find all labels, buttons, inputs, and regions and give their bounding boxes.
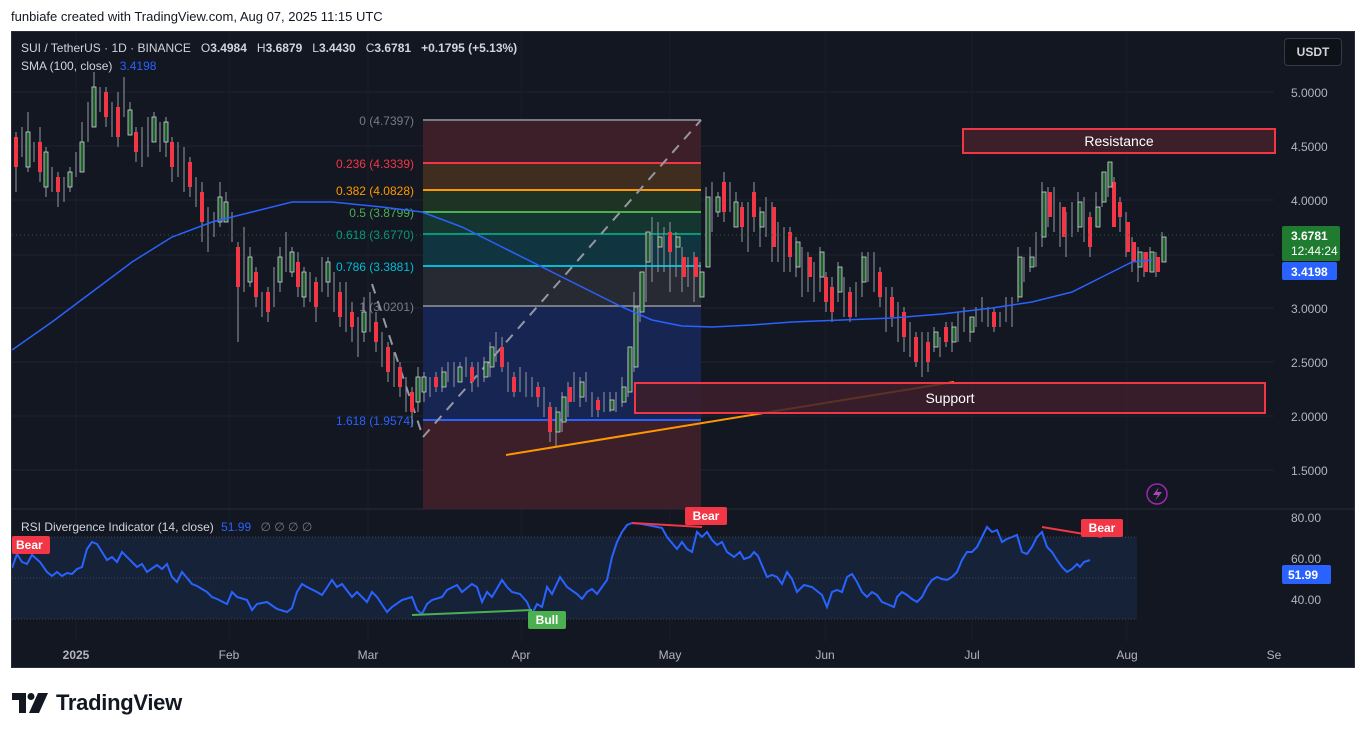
sma-line[interactable]: [12, 201, 1153, 351]
price-axis[interactable]: 5.0000 4.5000 4.0000 3.0000 2.5000 2.000…: [1291, 86, 1328, 478]
svg-text:60.00: 60.00: [1291, 552, 1321, 566]
lightning-icon[interactable]: [1146, 483, 1168, 505]
open-value: 3.4984: [210, 41, 247, 55]
fib-retracement[interactable]: 0 (4.7397) 0.236 (4.3339) 0.382 (4.0828)…: [336, 114, 702, 509]
candle-bodies: [14, 86, 1167, 433]
sma-price-badge: 3.4198: [1282, 262, 1337, 280]
fib-label-1: 1 (3.0201): [359, 300, 414, 314]
fib-label-05: 0.5 (3.8799): [349, 206, 414, 220]
svg-text:3.6781: 3.6781: [1291, 229, 1328, 243]
svg-text:Jun: Jun: [815, 648, 834, 662]
rsi-null-values: ∅ ∅ ∅ ∅: [260, 520, 313, 534]
svg-text:Bull: Bull: [536, 613, 559, 627]
price-tick: 2.0000: [1291, 410, 1328, 424]
bull-label: Bull: [528, 611, 566, 629]
symbol-legend: SUI / TetherUS · 1D · BINANCE O3.4984 H3…: [21, 41, 517, 73]
bear-divergence-line-1: [631, 522, 703, 528]
bear-label-1: Bear: [12, 536, 50, 554]
resistance-zone[interactable]: Resistance: [962, 128, 1276, 154]
support-zone[interactable]: Support: [634, 382, 1266, 414]
low-label: L: [312, 41, 319, 55]
svg-text:Bear: Bear: [16, 538, 43, 552]
high-value: 3.6879: [265, 41, 303, 55]
bear-label-3: Bear: [1081, 519, 1123, 537]
time-axis[interactable]: 2025 Feb Mar Apr May Jun Jul Aug Se: [63, 648, 1282, 662]
price-tick: 4.0000: [1291, 194, 1328, 208]
price-tick: 2.5000: [1291, 356, 1328, 370]
bull-divergence-line: [411, 609, 533, 616]
fib-label-0236: 0.236 (4.3339): [336, 157, 414, 171]
fib-label-0786: 0.786 (3.3881): [336, 260, 414, 274]
price-tick: 1.5000: [1291, 464, 1328, 478]
last-price-badge: 3.6781 12:44:24: [1282, 226, 1340, 261]
rsi-line[interactable]: [12, 521, 1091, 617]
price-tick: 5.0000: [1291, 86, 1328, 100]
tradingview-logo[interactable]: TradingView: [12, 690, 182, 716]
high-label: H: [256, 41, 266, 55]
symbol-title[interactable]: SUI / TetherUS · 1D · BINANCE: [21, 41, 191, 55]
rsi-label[interactable]: RSI Divergence Indicator (14, close): [21, 520, 214, 534]
svg-text:40.00: 40.00: [1291, 593, 1321, 607]
price-tick: 3.0000: [1291, 302, 1328, 316]
svg-text:3.4198: 3.4198: [1291, 265, 1328, 279]
svg-text:May: May: [659, 648, 682, 662]
rsi-axis[interactable]: 80.00 60.00 40.00: [1291, 511, 1321, 607]
svg-text:Aug: Aug: [1116, 648, 1137, 662]
fib-label-0: 0 (4.7397): [359, 114, 414, 128]
svg-text:51.99: 51.99: [1288, 568, 1318, 582]
fib-label-1618: 1.618 (1.9574): [336, 414, 414, 428]
close-label: C: [365, 41, 375, 55]
svg-text:2025: 2025: [63, 648, 90, 662]
fib-label-0382: 0.382 (4.0828): [336, 184, 414, 198]
open-label: O: [200, 41, 211, 55]
change-value: +0.1795 (+5.13%): [421, 41, 518, 55]
svg-text:Bear: Bear: [693, 509, 720, 523]
rsi-value-badge: 51.99: [1282, 565, 1331, 584]
svg-text:Se: Se: [1267, 648, 1282, 662]
sma-value: 3.4198: [119, 59, 157, 73]
svg-text:80.00: 80.00: [1291, 511, 1321, 525]
svg-text:Mar: Mar: [358, 648, 379, 662]
resistance-label: Resistance: [1084, 133, 1153, 149]
svg-text:Bear: Bear: [1089, 521, 1116, 535]
currency-button[interactable]: USDT: [1284, 38, 1342, 66]
brand-name: TradingView: [56, 690, 182, 715]
rsi-legend: RSI Divergence Indicator (14, close) 51.…: [21, 520, 312, 534]
chart-canvas[interactable]: 0 (4.7397) 0.236 (4.3339) 0.382 (4.0828)…: [12, 32, 1355, 668]
chart-credit: funbiafe created with TradingView.com, A…: [11, 9, 383, 24]
rsi-value: 51.99: [221, 520, 252, 534]
svg-text:Jul: Jul: [964, 648, 979, 662]
sma-label[interactable]: SMA (100, close): [21, 59, 113, 73]
support-label: Support: [925, 390, 974, 406]
price-tick: 4.5000: [1291, 140, 1328, 154]
low-value: 3.4430: [318, 41, 356, 55]
tradingview-logo-icon: [12, 693, 48, 713]
svg-text:12:44:24: 12:44:24: [1291, 244, 1338, 258]
chart-frame[interactable]: SUI / TetherUS · 1D · BINANCE O3.4984 H3…: [11, 31, 1355, 668]
fib-label-0618: 0.618 (3.6770): [336, 228, 414, 242]
bear-label-2: Bear: [685, 507, 727, 525]
close-value: 3.6781: [374, 41, 412, 55]
svg-text:Apr: Apr: [512, 648, 531, 662]
svg-text:Feb: Feb: [219, 648, 240, 662]
